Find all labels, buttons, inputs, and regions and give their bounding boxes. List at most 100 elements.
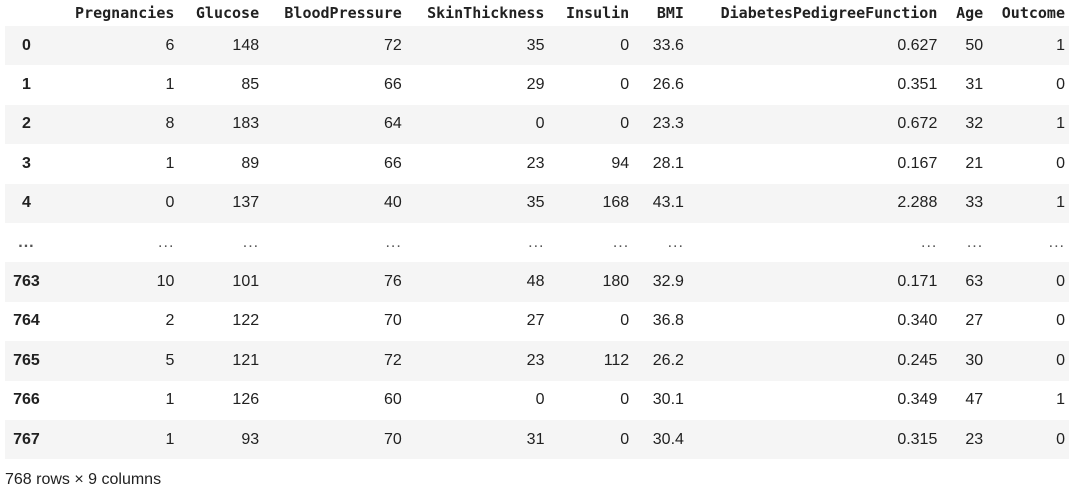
table-cell: 21 [965, 154, 984, 172]
table-cell: 1 [165, 154, 175, 172]
table-cell: 0 [1056, 76, 1065, 94]
table-cell: 168 [602, 194, 630, 212]
table-cell: 180 [602, 273, 630, 291]
table-cell: 1 [165, 391, 175, 409]
row-index: 3 [21, 154, 31, 172]
table-cell: 70 [384, 312, 402, 330]
table-cell: 70 [384, 430, 402, 448]
table-cell: 1 [165, 76, 175, 94]
table-cell: 6 [165, 36, 175, 54]
column-header: Outcome [1001, 4, 1065, 22]
table-cell: ... [1048, 233, 1065, 251]
table-cell: 33 [965, 194, 984, 212]
table-cell: 85 [241, 76, 260, 94]
table-row: 764 2 122 70 27 0 36.8 0.340 27 0 [5, 301, 1069, 342]
table-cell: 27 [526, 312, 545, 330]
table-cell: 0 [620, 391, 630, 409]
table-cell: 63 [965, 273, 984, 291]
table-cell: 112 [603, 351, 630, 369]
table-cell: 0 [1056, 154, 1065, 172]
column-header: SkinThickness [427, 4, 545, 22]
table-cell: 35 [526, 36, 545, 54]
table-cell: 2.288 [897, 194, 938, 212]
table-cell: 5 [165, 351, 175, 369]
row-index: 766 [13, 391, 40, 409]
header-row: Pregnancies Glucose BloodPressure SkinTh… [5, 0, 1069, 26]
table-cell: 183 [232, 115, 260, 133]
table-cell: 0 [620, 76, 630, 94]
table-cell: 1 [1056, 36, 1065, 54]
table-cell: ... [158, 233, 175, 251]
table-row: 765 5 121 72 23 112 26.2 0.245 30 0 [5, 341, 1069, 381]
column-header: Pregnancies [75, 4, 175, 22]
table-row: 767 1 93 70 31 0 30.4 0.315 23 0 [5, 419, 1069, 460]
table-cell: 23 [526, 351, 545, 369]
table-row: 1 1 85 66 29 0 26.6 0.351 31 0 [5, 65, 1069, 105]
table-cell: 27 [965, 312, 984, 330]
table-cell: 0.351 [897, 76, 938, 94]
table-cell: ... [921, 233, 938, 251]
table-cell: 0.171 [897, 273, 938, 291]
ellipsis-row: .............................. [5, 222, 1069, 263]
table-cell: 0 [1056, 351, 1065, 369]
table-cell: 32 [965, 115, 984, 133]
row-index: 767 [13, 430, 40, 448]
table-cell: 50 [965, 36, 984, 54]
dataframe-shape: 768 rows × 9 columns [5, 471, 162, 488]
table-cell: 0 [1056, 273, 1065, 291]
table-row: 3 1 89 66 23 94 28.1 0.167 21 0 [5, 144, 1069, 184]
table-cell: 26.6 [652, 76, 684, 94]
table-cell: 29 [526, 76, 545, 94]
table-cell: 101 [232, 273, 260, 291]
dataframe-output: Pregnancies Glucose BloodPressure SkinTh… [5, 0, 1069, 460]
table-cell: 76 [384, 273, 402, 291]
row-index: 1 [21, 76, 31, 94]
column-header: Insulin [565, 4, 630, 22]
table-cell: 40 [384, 194, 402, 212]
table-cell: ... [385, 233, 402, 251]
table-cell: ... [966, 233, 984, 251]
index-header [5, 0, 48, 26]
table-row: 2 8 183 64 0 0 23.3 0.672 32 1 [5, 104, 1069, 145]
table-cell: 0 [1056, 430, 1065, 448]
table-cell: 0.167 [897, 154, 938, 172]
table-cell: 126 [232, 391, 260, 409]
table-cell: 1 [1056, 391, 1065, 409]
table-cell: 148 [232, 36, 260, 54]
row-index: ... [18, 233, 35, 251]
table-cell: ... [667, 233, 684, 251]
table-cell: 93 [241, 430, 260, 448]
table-cell: 0 [620, 115, 630, 133]
table-cell: 43.1 [652, 194, 684, 212]
table-cell: 1 [1056, 115, 1065, 133]
table-cell: 0 [620, 430, 630, 448]
column-header: Age [956, 4, 984, 22]
table-cell: 26.2 [652, 351, 684, 369]
table-cell: 122 [232, 312, 260, 330]
table-cell: 2 [165, 312, 175, 330]
table-cell: 0 [620, 36, 630, 54]
table-cell: ... [612, 233, 630, 251]
table-cell: 0.672 [897, 115, 938, 133]
table-cell: 1 [1056, 194, 1065, 212]
row-index: 2 [21, 115, 31, 133]
table-cell: 0.627 [897, 36, 938, 54]
row-index: 0 [21, 36, 31, 54]
table-cell: 64 [384, 115, 402, 133]
table-cell: 30 [965, 351, 984, 369]
table-row: 766 1 126 60 0 0 30.1 0.349 47 1 [5, 380, 1069, 420]
table-cell: 30.4 [652, 430, 684, 448]
table-cell: 23.3 [652, 115, 684, 133]
table-cell: 23 [965, 430, 984, 448]
row-index: 764 [13, 312, 40, 330]
table-cell: 66 [384, 76, 402, 94]
table-cell: 0 [1056, 312, 1065, 330]
table-cell: 0 [535, 391, 545, 409]
column-header: BloodPressure [284, 4, 402, 22]
table-cell: 0.315 [897, 430, 938, 448]
table-cell: 137 [232, 194, 260, 212]
table-cell: 32.9 [652, 273, 684, 291]
table-cell: ... [242, 233, 260, 251]
column-header: BMI [656, 4, 684, 22]
table-cell: 60 [384, 391, 402, 409]
